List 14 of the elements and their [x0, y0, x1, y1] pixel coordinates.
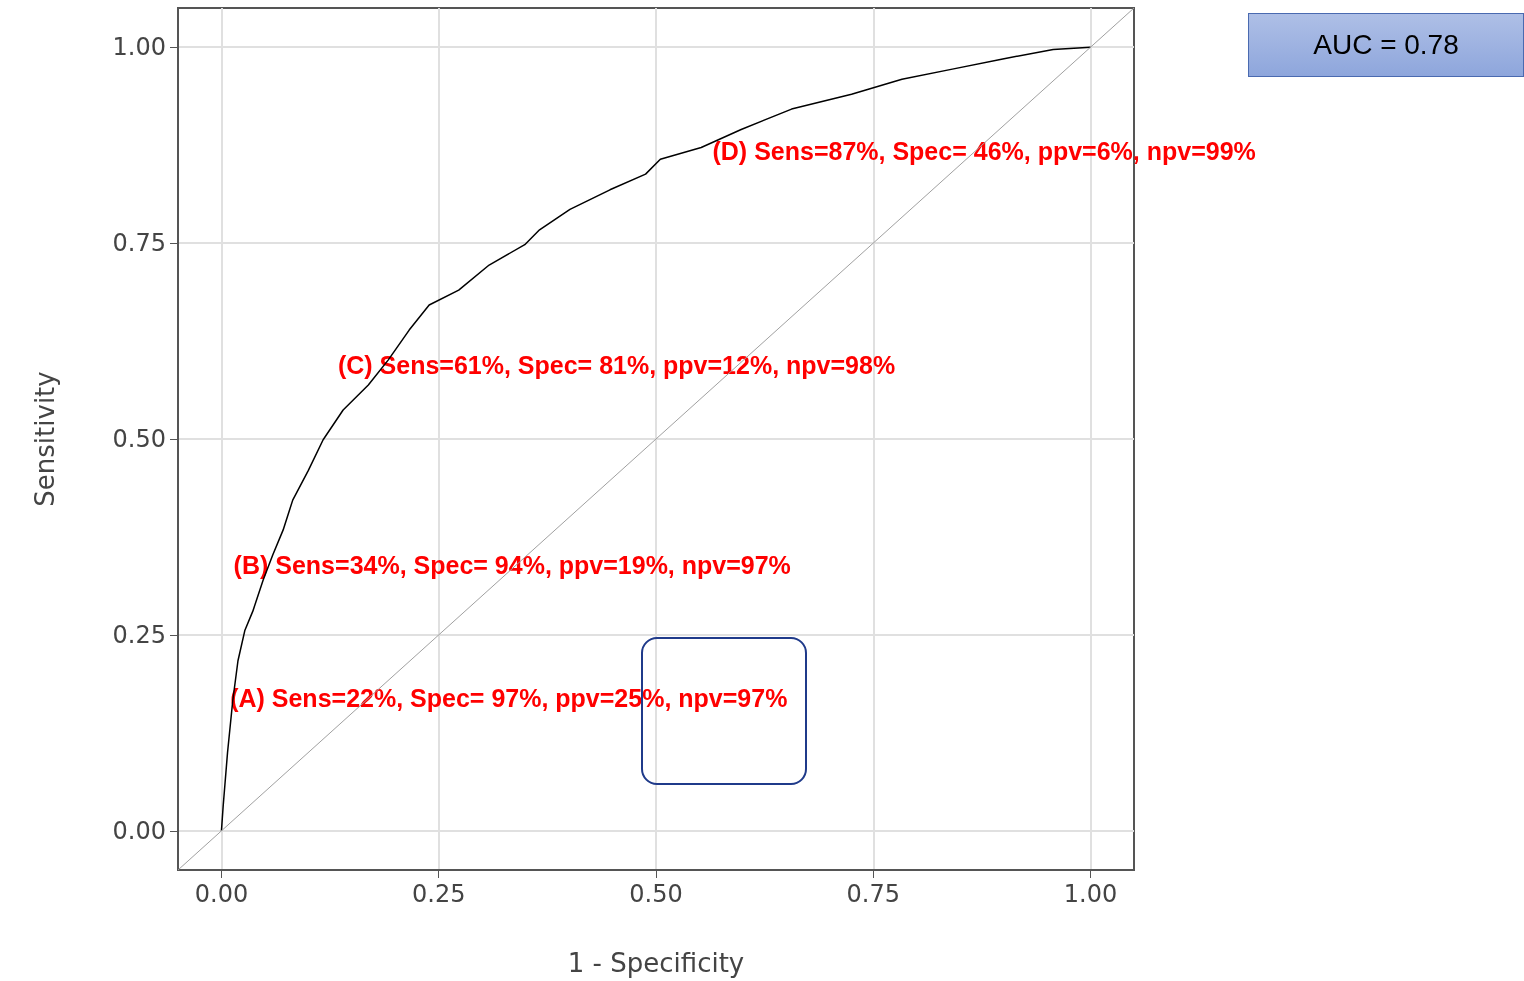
x-tick-label: 1.00: [1063, 880, 1118, 908]
annotation: (B) Sens=34%, Spec= 94%, ppv=19%, npv=97%: [233, 551, 791, 580]
y-tick-label: 0.50: [112, 425, 166, 453]
x-tick-label: 0.25: [412, 880, 466, 908]
y-tick-label: 0.75: [112, 229, 166, 258]
x-tick-label: 0.00: [194, 880, 249, 908]
x-tick-label: 0.50: [629, 880, 683, 908]
x-axis-title: 1 - Specificity: [567, 948, 745, 978]
y-tick-label: 0.25: [112, 620, 166, 649]
y-tick-label: 0.00: [112, 816, 166, 845]
y-axis-title: Sensitivity: [30, 371, 60, 507]
text: AUC = 0.78: [1248, 13, 1524, 77]
y-tick-label: 1.00: [112, 33, 166, 62]
x-tick-label: 0.75: [846, 880, 900, 908]
